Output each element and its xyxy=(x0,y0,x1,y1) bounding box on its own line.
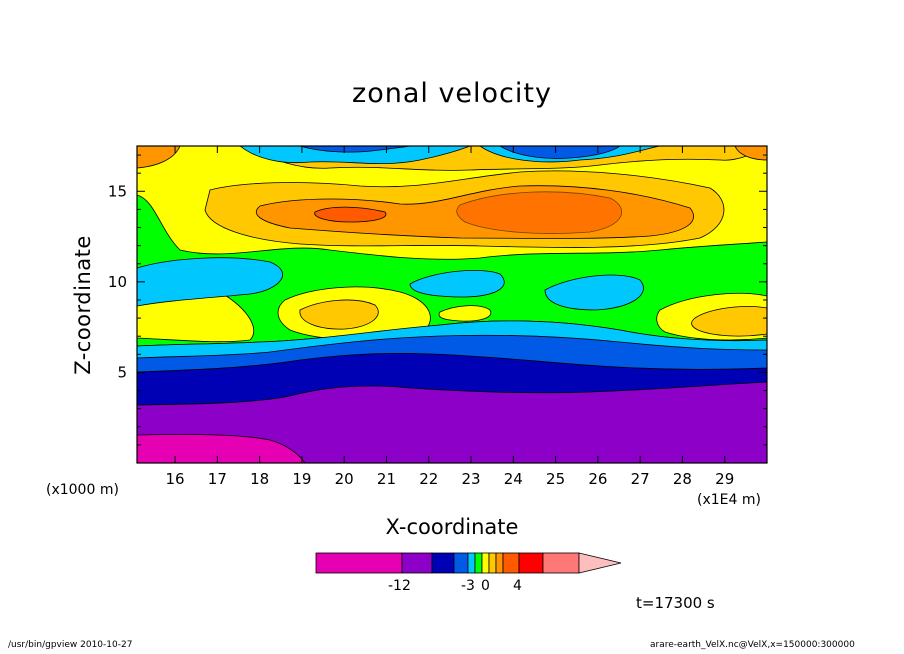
colorbar-bin xyxy=(502,552,520,574)
region-top-blue-2 xyxy=(299,146,411,153)
y-tick-label: 5 xyxy=(117,363,127,381)
x-tick-label: 28 xyxy=(673,470,692,488)
colorbar-bin xyxy=(474,552,483,574)
colorbar-label: -3 xyxy=(461,578,475,594)
plot-frame xyxy=(136,145,768,464)
x-tick-label: 29 xyxy=(715,470,734,488)
region-cyan-mid xyxy=(409,269,505,298)
region-orange-mid xyxy=(299,299,379,330)
x-axis-unit: (x1E4 m) xyxy=(697,492,761,508)
colorbar-bin xyxy=(481,552,490,574)
footer-right: arare-earth_VelX.nc@VelX,x=150000:300000 xyxy=(650,640,855,650)
region-core-right xyxy=(456,191,622,234)
colorbar-bin xyxy=(401,552,433,574)
region-yellow-small xyxy=(438,305,492,322)
colorbar-label: -12 xyxy=(388,578,411,594)
x-tick-label: 25 xyxy=(546,470,565,488)
y-ticks: 5 10 15 xyxy=(108,154,767,446)
region-top-cyan xyxy=(239,146,471,165)
colorbar-labels: -12 -3 0 4 xyxy=(0,578,904,598)
y-tick-label: 10 xyxy=(108,273,127,291)
colorbar-arrow xyxy=(578,552,622,574)
x-ticks: 16 17 18 19 20 21 22 23 24 25 26 27 28 29 xyxy=(166,146,734,488)
x-tick-label: 21 xyxy=(377,470,396,488)
time-annotation: t=17300 s xyxy=(636,594,715,612)
colorbar xyxy=(315,552,622,574)
colorbar-bin xyxy=(467,552,476,574)
region-cyan-right xyxy=(544,274,644,311)
chart-title: zonal velocity xyxy=(352,78,552,109)
x-tick-label: 19 xyxy=(292,470,311,488)
colorbar-label: 4 xyxy=(513,578,522,594)
colorbar-bin xyxy=(453,552,469,574)
x-tick-label: 26 xyxy=(588,470,607,488)
region-core-left xyxy=(314,206,387,223)
x-tick-label: 22 xyxy=(419,470,438,488)
y-tick-label: 15 xyxy=(108,182,127,200)
region-orange-right xyxy=(691,306,767,337)
colorbar-bin xyxy=(518,552,544,574)
x-tick-label: 23 xyxy=(461,470,480,488)
region-purple-band xyxy=(137,381,767,463)
colorbar-bin xyxy=(488,552,497,574)
x-tick-label: 27 xyxy=(631,470,650,488)
region-cyan-left xyxy=(137,257,283,307)
y-axis-unit: (x1000 m) xyxy=(46,482,119,498)
x-tick-label: 18 xyxy=(250,470,269,488)
x-axis-label: X-coordinate xyxy=(385,515,519,539)
footer-left: /usr/bin/gpview 2010-10-27 xyxy=(8,640,133,650)
colorbar-bin xyxy=(431,552,455,574)
x-tick-label: 20 xyxy=(335,470,354,488)
colorbar-bin xyxy=(542,552,580,574)
colorbar-bin xyxy=(495,552,504,574)
x-tick-label: 24 xyxy=(504,470,523,488)
x-tick-label: 17 xyxy=(208,470,227,488)
colorbar-label: 0 xyxy=(481,578,490,594)
x-tick-label: 16 xyxy=(166,470,185,488)
region-top-blue xyxy=(499,146,621,159)
colorbar-bin xyxy=(315,552,403,574)
